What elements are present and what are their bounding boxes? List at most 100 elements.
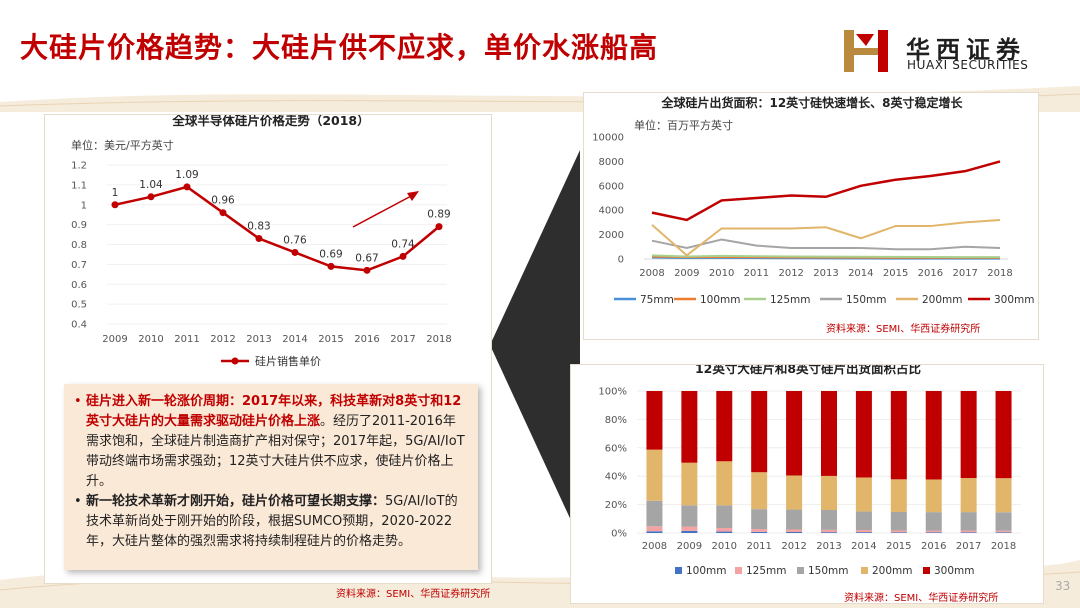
x-tick-label: 2009 [674, 268, 699, 279]
data-point [399, 252, 407, 260]
bar-segment-150mm [821, 509, 837, 530]
bar-segment-300mm [786, 391, 803, 476]
x-tick-label: 2010 [712, 541, 737, 552]
data-point [291, 248, 299, 256]
bar-segment-300mm [646, 391, 663, 450]
y-tick-label: 80% [605, 415, 627, 426]
shipment-area-chart: 全球硅片出货面积：12英寸硅快速增长、8英寸稳定增长 单位：百万平方英寸 0 20… [592, 95, 1035, 306]
chart-title: 12英寸大硅片和8英寸硅片出货面积占比 [695, 365, 922, 376]
bullet-2-highlight: 新一轮技术革新才刚开始，硅片价格可望长期支撑： [86, 494, 386, 509]
bar-segment-125mm [786, 529, 803, 533]
legend-label: 100mm [700, 294, 741, 306]
x-tick-label: 2010 [138, 334, 163, 345]
bullet-point-1: 硅片进入新一轮涨价周期：2017年以来，科技革新对8英寸和12英寸大硅片的大量需… [74, 392, 468, 492]
bar-segment-125mm [681, 526, 698, 531]
legend-swatch [861, 567, 868, 574]
legend-label: 125mm [770, 294, 811, 306]
bar-segment-300mm [716, 391, 733, 462]
x-tick-label: 2011 [174, 334, 199, 345]
series-line-300mm [651, 160, 1001, 222]
trend-arrow [352, 191, 419, 228]
data-label: 0.76 [283, 234, 307, 246]
bar-segment-150mm [855, 511, 872, 531]
bar-segment-100mm [751, 531, 768, 533]
y-tick-label: 0.8 [71, 240, 87, 251]
x-tick-label: 2017 [956, 541, 981, 552]
shipment-chart-panel: 全球硅片出货面积：12英寸硅快速增长、8英寸稳定增长 单位：百万平方英寸 0 20… [583, 92, 1039, 340]
y-tick-label: 100% [598, 387, 627, 398]
legend-swatch [735, 567, 742, 574]
legend-label: 75mm [640, 294, 674, 306]
bar-segment-100mm [786, 532, 803, 533]
data-label: 1.04 [139, 179, 163, 191]
legend-swatch [675, 567, 682, 574]
bullet-1-text: 。经历了2011-2016年需求饱和，全球硅片制造商扩产相对保守；2017年起，… [86, 414, 465, 489]
price-series-line [114, 185, 440, 272]
series-line-125mm [651, 254, 1000, 259]
x-tick-label: 2015 [318, 334, 343, 345]
bar-segment-125mm [646, 526, 663, 532]
x-tick-label: 2013 [813, 268, 838, 279]
x-tick-label: 2016 [921, 541, 946, 552]
bar-segment-300mm [960, 391, 977, 479]
bar-segment-125mm [925, 530, 942, 533]
bar-segment-150mm [646, 500, 663, 527]
chart-legend: 硅片销售单价 [221, 354, 321, 368]
bar-segment-125mm [995, 530, 1012, 533]
logo-english-name: HUAXI SECURITIES [907, 58, 1029, 72]
x-tick-label: 2010 [709, 268, 734, 279]
data-point [327, 262, 335, 270]
x-tick-label: 2018 [991, 541, 1016, 552]
bar-segment-200mm [681, 462, 698, 506]
x-tick-label: 2014 [848, 268, 873, 279]
data-point [183, 183, 191, 191]
legend-label: 300mm [934, 565, 975, 577]
share-stacked-bar-chart: 12英寸大硅片和8英寸硅片出货面积占比 0% 20% 40% 60% 80% 100% 2… [598, 361, 1021, 577]
bullet-2-text: 5G/AI/IoT的技术革新尚处于刚开始的阶段，根据SUMCO预期，2020-2… [86, 494, 458, 549]
x-tick-label: 2012 [210, 334, 235, 345]
page-number: 33 [1055, 579, 1071, 593]
x-tick-label: 2012 [781, 541, 806, 552]
series-line-150mm [651, 238, 1001, 251]
x-tick-label: 2017 [952, 268, 977, 279]
bullet-point-2: 新一轮技术革新才刚开始，硅片价格可望长期支撑：5G/AI/IoT的技术革新尚处于… [74, 492, 468, 552]
bar-segment-200mm [716, 461, 733, 506]
source-note: 资料来源：SEMI、华西证券研究所 [336, 589, 491, 600]
logo-chinese-name: 华西证券 [906, 36, 1026, 64]
bar-segment-150mm [890, 511, 907, 531]
legend-label: 300mm [994, 294, 1035, 306]
bar-segment-100mm [821, 532, 837, 533]
bar-segment-125mm [960, 530, 977, 533]
bar-segment-150mm [960, 512, 977, 531]
data-label: 0.67 [355, 252, 378, 264]
x-tick-label: 2011 [744, 268, 769, 279]
bar-segment-300mm [925, 391, 942, 480]
share-chart-panel: 12英寸大硅片和8英寸硅片出货面积占比 0% 20% 40% 60% 80% 100% 2… [570, 361, 1044, 604]
bar-segment-200mm [855, 477, 872, 512]
price-trend-chart: 全球半导体硅片价格走势（2018） 单位：美元/平方英寸 0.4 0.5 0.6 0.… [71, 113, 452, 368]
bar-segment-300mm [855, 391, 872, 478]
y-tick-label: 0.4 [71, 320, 87, 331]
series-line-200mm [651, 218, 1001, 257]
x-tick-label: 2015 [886, 541, 911, 552]
legend-label: 150mm [808, 565, 849, 577]
x-tick-label: 2017 [390, 334, 415, 345]
data-point [363, 266, 371, 274]
legend-swatch [797, 567, 804, 574]
chart-unit-label: 单位：美元/平方英寸 [71, 138, 174, 152]
y-tick-label: 2000 [599, 230, 624, 241]
bar-segment-125mm [890, 530, 907, 533]
callout-wedge [490, 150, 580, 540]
y-tick-label: 8000 [599, 157, 624, 168]
bar-segment-150mm [716, 505, 733, 529]
bar-segment-100mm [716, 531, 733, 533]
data-label: 1 [112, 187, 119, 199]
bar-segment-300mm [995, 391, 1012, 479]
bar-segment-200mm [995, 478, 1012, 513]
bullet-1-highlight: 硅片进入新一轮涨价周期：2017年以来，科技革新对8英寸和12英寸大硅片的大量需… [86, 394, 462, 429]
data-point [147, 193, 155, 201]
bar-segment-150mm [925, 512, 942, 531]
y-tick-label: 4000 [599, 206, 624, 217]
bar-segment-100mm [855, 532, 872, 533]
x-tick-label: 2013 [816, 541, 841, 552]
